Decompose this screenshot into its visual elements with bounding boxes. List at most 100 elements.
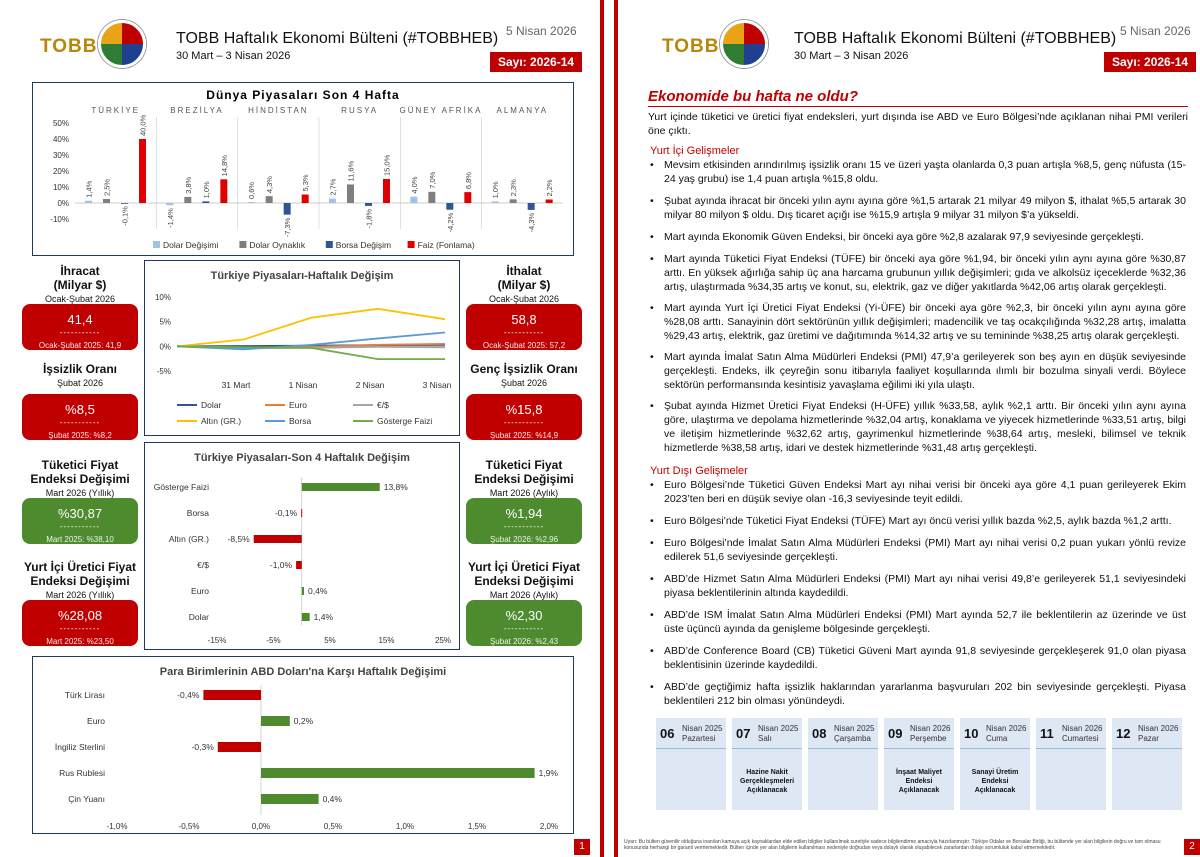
kpi-ithalat-prev: Ocak-Şubat 2025: 57,2: [482, 341, 566, 350]
summary-intro: Yurt içinde tüketici ve üretici fiyat en…: [648, 111, 1188, 137]
calendar-month-text: Nisan 2026: [986, 724, 1027, 733]
series-line: [176, 345, 445, 361]
series-line: [176, 307, 446, 348]
x-tick-label: 3 Nisan: [423, 380, 452, 390]
calendar-day: 08 Nisan 2025 Çarşamba: [808, 718, 878, 810]
calendar-divider: [1036, 748, 1106, 749]
calendar-weekday: Cumartesi: [1062, 734, 1099, 743]
world-chart-svg: Dünya Piyasaları Son 4 Hafta 50% 40% 30% 20%…: [50, 88, 563, 250]
foreign-item: Euro Bölgesi’nde İmalat Satın Alma Müdür…: [650, 536, 1186, 564]
category-label: Rus Rublesi: [59, 768, 105, 778]
country-label: BREZİLYA: [170, 106, 224, 115]
kpi-tufe-y-prev: Mart 2025: %38,10: [46, 535, 114, 544]
calendar-month: Nisan 2026 Perşembe: [910, 724, 950, 744]
y-tick-label: 50%: [53, 119, 69, 128]
kpi-ufe-y-value: %28,08: [57, 608, 103, 623]
tobb-logo-2: TOBB: [662, 20, 772, 70]
calendar-day-number: 08: [812, 726, 827, 741]
series-line: [176, 331, 446, 351]
calendar-weekday: Pazar: [1138, 734, 1159, 743]
kpi-issizlik-box: %8,5 ----------- Şubat 2025: %8,2: [22, 394, 138, 440]
kpi-ihracat-label: İhracat (Milyar $) Ocak-Şubat 2026: [22, 264, 138, 306]
data-label: 0,2%: [294, 716, 314, 726]
chart-title: Türkiye Piyasaları-Haftalık Değişim: [211, 270, 394, 282]
category-label: €/$: [197, 560, 209, 570]
bar: [261, 716, 290, 726]
calendar-month-text: Nisan 2025: [834, 724, 875, 733]
kpi-ufe-a-label: Yurt İçi Üretici Fiyat Endeksi Değişimi …: [466, 560, 582, 602]
x-tick-label: 0,0%: [252, 822, 270, 831]
category-label: Türk Lirası: [65, 690, 105, 700]
bar: [202, 201, 210, 203]
chart-title: Para Birimlerinin ABD Doları'na Karşı Ha…: [160, 666, 446, 678]
data-label: -0,4%: [177, 690, 200, 700]
category-label: Euro: [87, 716, 105, 726]
title-underline: [648, 106, 1188, 107]
bar: [527, 203, 535, 210]
calendar-divider: [732, 748, 802, 749]
data-label: -1,4%: [166, 208, 175, 228]
kpi-tufe-a-label: Tüketici Fiyat Endeksi Değişimi Mart 202…: [466, 458, 582, 500]
x-tick-label: 15%: [378, 636, 394, 645]
country-label: RUSYA: [341, 106, 378, 115]
calendar-month: Nisan 2025 Pazartesi: [682, 724, 722, 744]
calendar-month: Nisan 2025 Salı: [758, 724, 798, 744]
kpi-genc-title: Genç İşsizlik Oranı: [470, 362, 578, 376]
calendar-weekday: Salı: [758, 734, 772, 743]
kpi-ithalat-label: İthalat (Milyar $) Ocak-Şubat 2026: [466, 264, 582, 306]
data-label: -4,2%: [446, 212, 455, 232]
data-label: -1,8%: [365, 209, 374, 229]
kpi-genc-value: %15,8: [505, 402, 543, 417]
issue-badge-2: Sayı: 2026-14: [1104, 52, 1197, 72]
kpi-ihracat-unit: (Milyar $): [53, 278, 107, 292]
kpi-genc-period: Şubat 2026: [500, 378, 548, 388]
domestic-item: Mart ayında Ekonomik Güven Endeksi, bir …: [650, 230, 1186, 244]
legend-label: Euro: [289, 400, 307, 410]
data-label: 15,0%: [383, 154, 392, 176]
data-label: 2,7%: [329, 178, 338, 195]
kpi-genc-prev: Şubat 2025: %14,9: [489, 431, 559, 440]
calendar-day: 09 Nisan 2026 Perşembe İnşaat Maliyet Endek…: [884, 718, 954, 810]
bar: [464, 192, 472, 203]
category-label: Gösterge Faizi: [154, 482, 209, 492]
y-tick-label: 20%: [53, 167, 69, 176]
y-tick-label: -10%: [50, 215, 69, 224]
data-label: -7,3%: [283, 217, 292, 237]
calendar-day-number: 07: [736, 726, 751, 741]
bar: [347, 184, 354, 203]
y-tick-label: 0%: [159, 342, 171, 351]
data-label: 7,0%: [428, 171, 437, 188]
kpi-ihracat-value: 41,4: [67, 312, 93, 327]
page-gap: [604, 0, 614, 857]
x-tick-label: 0,5%: [324, 822, 342, 831]
kpi-issizlik-prev: Şubat 2025: %8,2: [48, 431, 112, 440]
kpi-ufe-a-period: Mart 2026 (Aylık): [489, 590, 559, 600]
bar: [184, 196, 192, 203]
country-label: HİNDİSTAN: [248, 106, 309, 115]
x-tick-label: 2 Nisan: [356, 380, 385, 390]
kpi-ihracat-title: İhracat: [60, 264, 100, 278]
weekly-chart-svg: Türkiye Piyasaları-Haftalık Değişim 10% 5%…: [155, 270, 452, 426]
calendar-month-text: Nisan 2026: [1062, 724, 1103, 733]
bar: [296, 561, 302, 569]
domestic-item: Şubat ayında ihracat bir önceki yılın ay…: [650, 194, 1186, 222]
data-label: 40,0%: [139, 114, 148, 136]
kpi-ithalat-box: 58,8 ----------- Ocak-Şubat 2025: 57,2: [466, 304, 582, 350]
chart-title: Dünya Piyasaları Son 4 Hafta: [206, 88, 399, 102]
bar: [410, 196, 418, 203]
category-label: Euro: [191, 586, 209, 596]
x-tick-label: -1,0%: [107, 822, 128, 831]
calendar-day-number: 10: [964, 726, 979, 741]
bar: [265, 196, 273, 203]
kpi-genc-box: %15,8 ----------- Şubat 2025: %14,9: [466, 394, 582, 440]
foreign-item: ABD’de Hizmet Satın Alma Müdürleri Endek…: [650, 572, 1186, 600]
kpi-tufe-a-period: Mart 2026 (Aylık): [489, 488, 559, 498]
foreign-item: ABD’de ISM İmalat Satın Alma Müdürleri E…: [650, 608, 1186, 636]
calendar-day-number: 11: [1040, 726, 1054, 741]
page-number-2: 2: [1184, 839, 1200, 855]
bulletin-title-2: TOBB Haftalık Ekonomi Bülteni (#TOBBHEB): [794, 30, 1117, 47]
kpi-tufe-y-title: Tüketici Fiyat Endeksi Değişimi: [30, 458, 130, 486]
y-tick-label: 10%: [155, 293, 171, 302]
kpi-issizlik-label: İşsizlik Oranı Şubat 2026: [22, 362, 138, 390]
kpi-divider: -----------: [503, 624, 545, 633]
